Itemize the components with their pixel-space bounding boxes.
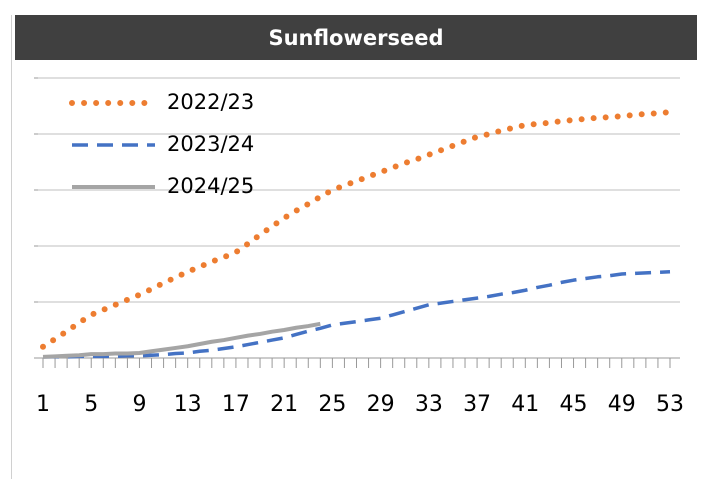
- legend-label: 2023/24: [167, 132, 254, 156]
- x-tick-label: 33: [415, 392, 443, 417]
- x-tick-label: 25: [318, 392, 346, 417]
- legend-label: 2024/25: [167, 174, 254, 198]
- x-tick-label: 45: [560, 392, 588, 417]
- series-line: [40, 109, 673, 350]
- title-bar: [15, 15, 697, 60]
- x-tick-label: 5: [84, 392, 98, 417]
- x-tick-label: 37: [463, 392, 491, 417]
- series-line: [42, 321, 321, 359]
- x-tick-label: 9: [132, 392, 146, 417]
- x-tick-label: 17: [222, 392, 250, 417]
- x-tick-label: 21: [270, 392, 298, 417]
- legend-label: 2022/23: [167, 90, 254, 114]
- x-tick-label: 29: [367, 392, 395, 417]
- x-tick-label: 49: [608, 392, 636, 417]
- x-tick-label: 13: [174, 392, 202, 417]
- x-tick-label: 41: [511, 392, 539, 417]
- x-tick-label: 1: [36, 392, 50, 417]
- series-line: [43, 270, 671, 359]
- x-tick-label: 53: [656, 392, 684, 417]
- chart-title: Sunflowerseed: [268, 26, 443, 50]
